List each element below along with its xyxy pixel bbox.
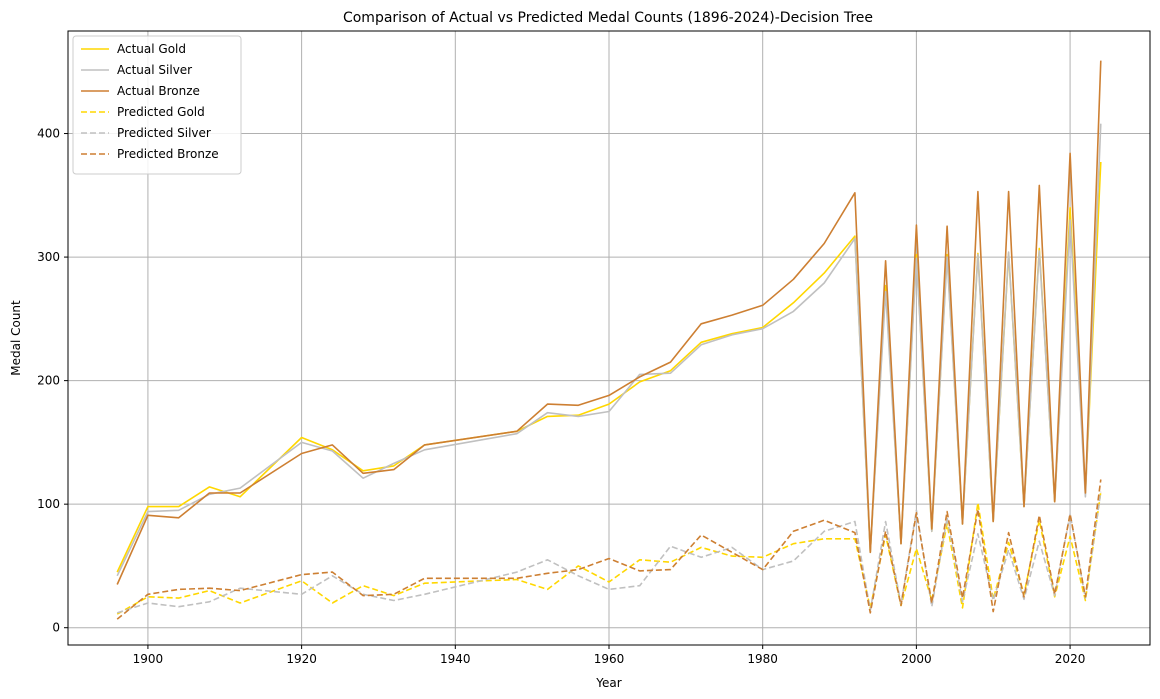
- legend: Actual Gold Actual Silver Actual Bronze Pre…: [72, 35, 242, 175]
- x-tick-label: 1960: [594, 652, 625, 666]
- axis-ticks: 1900 1920 1940 1960 1980 2000 2020 0 100 200 300 40…: [37, 127, 1085, 666]
- y-tick-label: 300: [37, 250, 60, 264]
- legend-label: Predicted Silver: [117, 126, 211, 140]
- x-tick-label: 1920: [286, 652, 317, 666]
- x-tick-label: 2000: [901, 652, 932, 666]
- legend-label: Actual Gold: [117, 42, 186, 56]
- legend-box: [72, 35, 242, 175]
- y-tick-label: 400: [37, 127, 60, 141]
- legend-label: Predicted Bronze: [117, 147, 219, 161]
- legend-label: Actual Bronze: [117, 84, 200, 98]
- x-axis-label: Year: [595, 676, 621, 690]
- series-lines: [116, 60, 1102, 620]
- x-tick-label: 1940: [440, 652, 471, 666]
- y-axis-label: Medal Count: [9, 300, 23, 376]
- y-tick-label: 100: [37, 497, 60, 511]
- x-tick-label: 1980: [747, 652, 778, 666]
- y-tick-label: 200: [37, 374, 60, 388]
- series-line-predicted-silver: [116, 491, 1102, 614]
- series-line-actual-silver: [116, 123, 1102, 577]
- x-tick-label: 2020: [1055, 652, 1086, 666]
- series-line-actual-bronze: [116, 60, 1102, 585]
- chart-title: Comparison of Actual vs Predicted Medal …: [343, 10, 873, 26]
- legend-label: Actual Silver: [117, 63, 192, 77]
- series-line-predicted-bronze: [116, 479, 1102, 620]
- x-tick-label: 1900: [133, 652, 164, 666]
- legend-label: Predicted Gold: [117, 105, 205, 119]
- y-tick-label: 0: [52, 621, 60, 635]
